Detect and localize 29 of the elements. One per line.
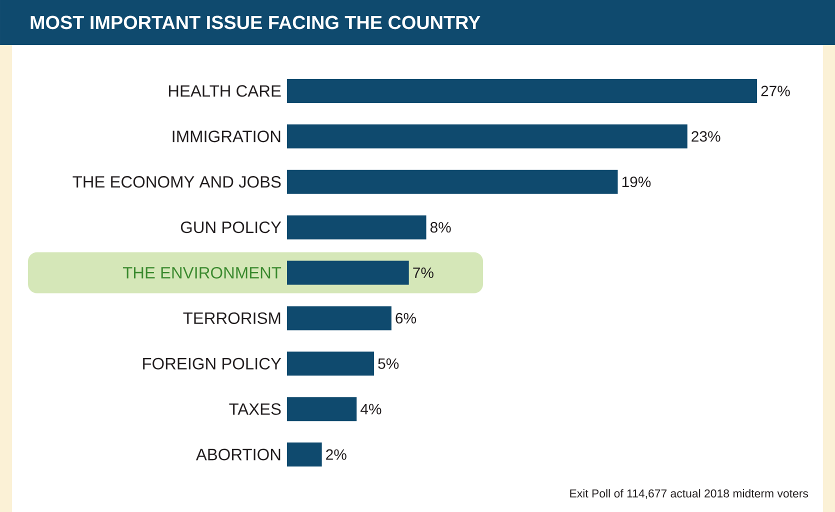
- data-label: 27%: [761, 86, 790, 96]
- y-tick-label: ABORTION: [196, 448, 280, 460]
- y-tick-label: THE ECONOMY AND JOBS: [72, 176, 281, 188]
- data-label: 7%: [413, 268, 434, 278]
- data-label: 23%: [692, 131, 720, 142]
- text: Exit Poll of 114,677 actual 2018 midterm voters: [570, 489, 808, 499]
- bar: [287, 306, 392, 330]
- chart-title: MOST IMPORTANT ISSUE FACING THE COUNTRY: [30, 16, 480, 30]
- data-label: 2%: [326, 449, 346, 460]
- data-label: 5%: [378, 358, 399, 369]
- data-label: 4%: [360, 404, 382, 414]
- bar: [287, 260, 409, 285]
- y-tick-label: TAXES: [229, 403, 281, 415]
- data-label: 6%: [396, 312, 416, 324]
- bar: [287, 170, 618, 194]
- y-tick-label: HEALTH CARE: [168, 85, 281, 97]
- bar: [287, 78, 758, 103]
- y-tick-label: TERRORISM: [183, 312, 280, 324]
- bar: [287, 215, 426, 240]
- bar: [287, 124, 688, 148]
- bar: [287, 397, 357, 422]
- data-label: 19%: [622, 176, 651, 188]
- y-tick-label: GUN POLICY: [180, 221, 282, 234]
- bar: [287, 442, 322, 467]
- y-tick-label: THE ENVIRONMENT: [122, 266, 282, 279]
- y-tick-label: IMMIGRATION: [172, 130, 280, 142]
- y-tick-label: FOREIGN POLICY: [143, 358, 282, 370]
- data-label: 8%: [430, 222, 451, 233]
- bar: [287, 352, 374, 376]
